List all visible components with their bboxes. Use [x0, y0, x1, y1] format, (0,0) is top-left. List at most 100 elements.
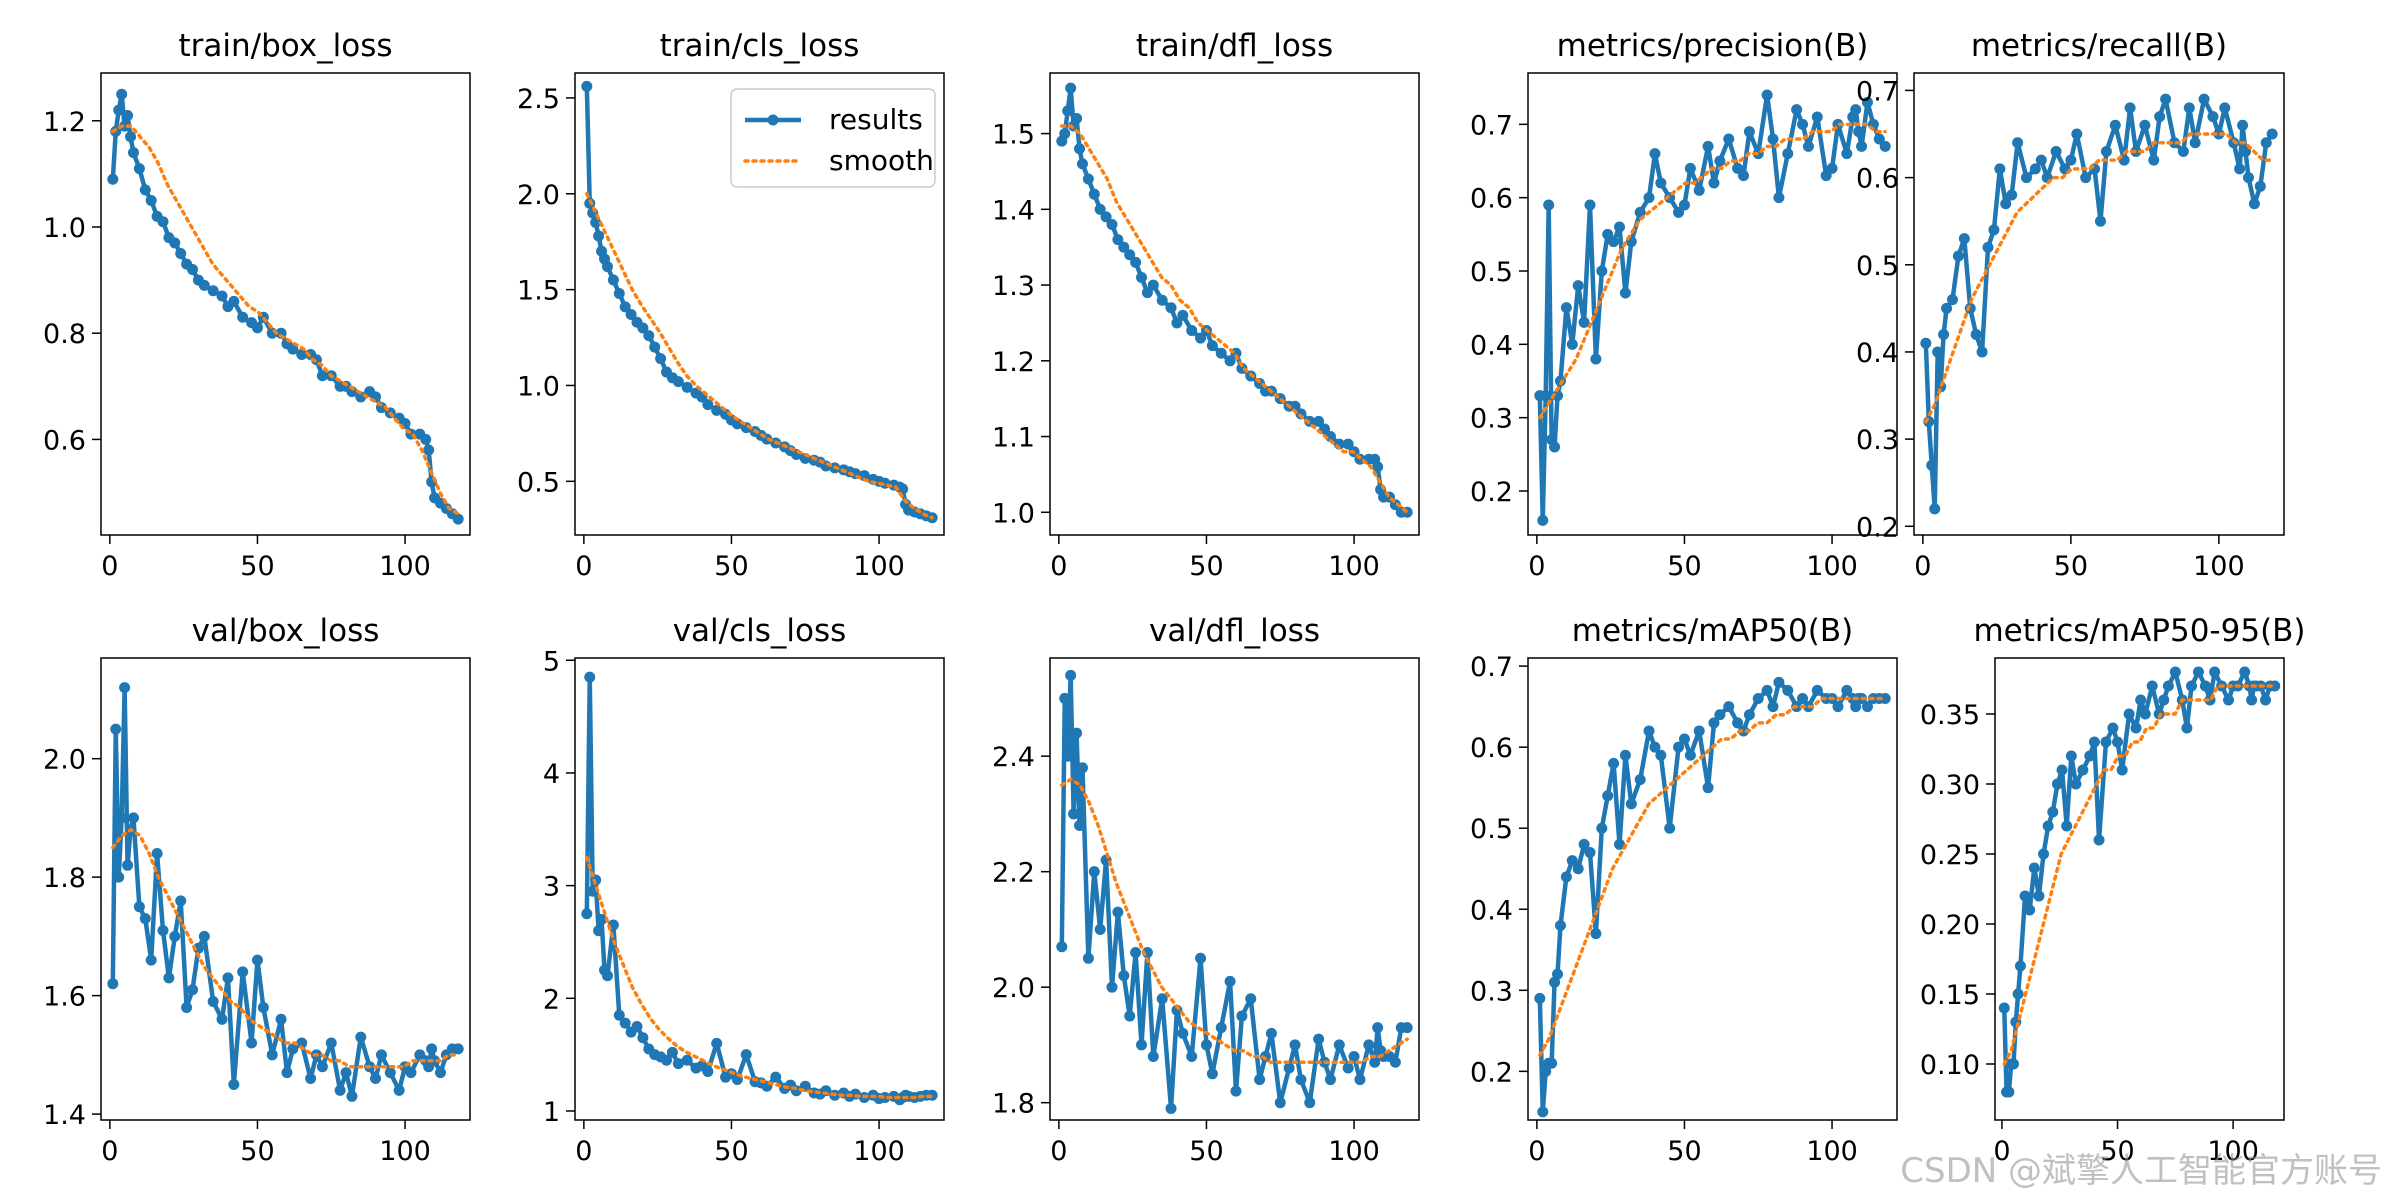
results-point	[2038, 848, 2050, 860]
results-point	[1177, 1027, 1189, 1039]
y-tick-label: 2.2	[992, 858, 1035, 889]
y-tick-label: 0.4	[1470, 895, 1513, 926]
axes-frame	[1527, 657, 1898, 1121]
results-point	[1560, 302, 1572, 314]
results-point	[1313, 1033, 1325, 1045]
results-point	[1195, 332, 1207, 344]
results-point	[2051, 778, 2063, 790]
y-tick-label: 0.15	[1920, 980, 1980, 1011]
results-point	[1540, 390, 1552, 402]
y-tick-label: 1.3	[992, 271, 1035, 302]
x-tick-label: 50	[714, 1136, 748, 1167]
results-point	[1723, 701, 1735, 713]
results-point	[127, 147, 139, 159]
results-line	[1537, 92, 1887, 523]
results-point	[672, 1058, 684, 1070]
results-point	[1761, 89, 1773, 101]
results-point	[1106, 981, 1118, 993]
results-point	[1649, 741, 1661, 753]
y-tick-label: 1.8	[43, 863, 86, 894]
results-point	[1074, 819, 1086, 831]
legend-smooth-label: smooth	[829, 144, 934, 177]
results-point	[1964, 302, 1976, 314]
results-point	[122, 109, 134, 121]
results-point	[1702, 140, 1714, 152]
results-point	[1165, 1102, 1177, 1114]
results-point	[1932, 346, 1944, 358]
results-point	[613, 287, 625, 299]
results-point	[1578, 316, 1590, 328]
results-point	[1074, 143, 1086, 155]
results-point	[681, 381, 693, 393]
results-point	[1065, 82, 1077, 94]
results-point	[1065, 669, 1077, 681]
axes-frame	[1049, 657, 1420, 1121]
results-point	[2146, 680, 2158, 692]
results-point	[1071, 112, 1083, 124]
axes-frame	[1994, 657, 2285, 1121]
results-point	[1259, 1050, 1271, 1062]
results-point	[113, 871, 125, 883]
results-point	[1773, 676, 1785, 688]
results-point	[187, 263, 199, 275]
results-point	[434, 1067, 446, 1079]
results-point	[1952, 250, 1964, 262]
results-point	[1372, 1022, 1384, 1034]
results-point	[2028, 862, 2040, 874]
results-point	[1342, 1062, 1354, 1074]
results-point	[2012, 988, 2024, 1000]
x-tick-label: 100	[1328, 1136, 1380, 1167]
y-tick-label: 4	[543, 759, 560, 790]
results-point	[423, 444, 435, 456]
axes-frame	[574, 657, 945, 1121]
results-point	[1958, 233, 1970, 245]
results-point	[1560, 871, 1572, 883]
results-point	[251, 954, 263, 966]
x-tick-label: 0	[1050, 1136, 1067, 1167]
results-point	[2192, 666, 2204, 678]
results-point	[305, 1073, 317, 1085]
results-point	[1537, 514, 1549, 526]
results-point	[346, 1090, 358, 1102]
results-point	[1946, 294, 1958, 306]
results-point	[1608, 236, 1620, 248]
chart-panel: val/box_loss 0 50 100 1.4 1.6 1.8 2.0	[43, 613, 471, 1167]
results-point	[110, 723, 122, 735]
results-point	[1094, 923, 1106, 935]
results-point	[2056, 764, 2068, 776]
results-point	[2130, 722, 2142, 734]
results-point	[1195, 952, 1207, 964]
results-point	[613, 1009, 625, 1021]
results-point	[2000, 198, 2012, 210]
results-point	[1265, 1027, 1277, 1039]
results-point	[1088, 188, 1100, 200]
results-point	[1590, 928, 1602, 940]
results-point	[1850, 104, 1862, 116]
results-point	[145, 954, 157, 966]
results-point	[2035, 154, 2047, 166]
results-point	[2065, 750, 2077, 762]
results-point	[1076, 158, 1088, 170]
y-tick-label: 2.5	[517, 84, 560, 115]
x-tick-label: 50	[1189, 551, 1223, 582]
results-point	[107, 978, 119, 990]
legend-results-label: results	[829, 103, 923, 136]
y-tick-label: 0.7	[1856, 76, 1899, 107]
x-tick-label: 100	[2193, 551, 2245, 582]
results-point	[1643, 725, 1655, 737]
x-tick-label: 50	[240, 551, 274, 582]
y-tick-label: 1.1	[992, 423, 1035, 454]
results-point	[770, 1071, 782, 1083]
results-point	[1572, 863, 1584, 875]
results-point	[216, 290, 228, 302]
y-tick-label: 2	[543, 984, 560, 1015]
results-point	[2148, 154, 2160, 166]
smooth-line	[2002, 684, 2277, 1066]
x-tick-label: 50	[714, 551, 748, 582]
y-tick-label: 0.5	[1856, 251, 1899, 282]
results-point	[405, 1067, 417, 1079]
results-point	[198, 930, 210, 942]
results-point	[2239, 666, 2251, 678]
results-point	[879, 1091, 891, 1103]
chart-panel: train/cls_loss 0 50 100 0.5 1.0 1.5 2.0 2.5 resul…	[517, 28, 945, 582]
